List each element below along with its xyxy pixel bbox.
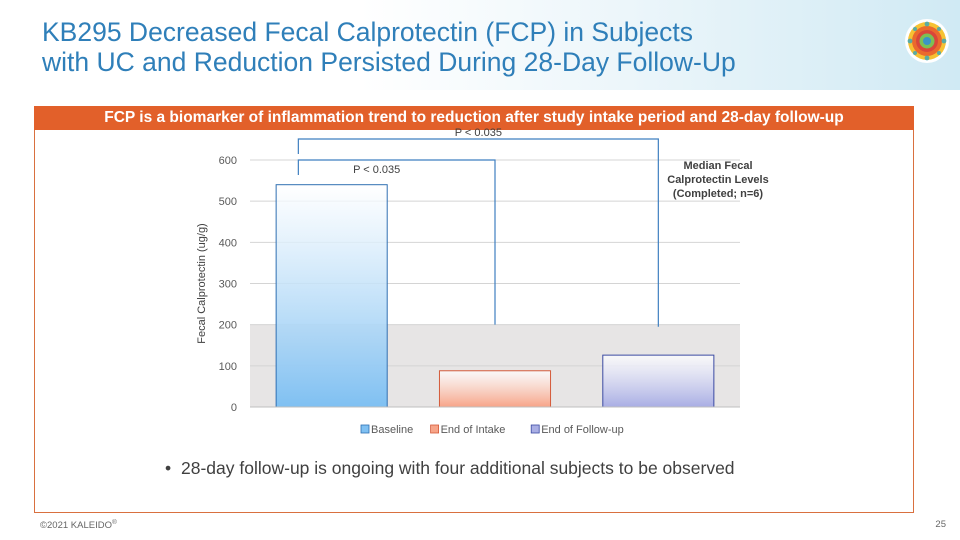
- chart-annotation-line: Median Fecal: [683, 160, 752, 172]
- significance-label-2: P < 0.035: [455, 127, 502, 139]
- bullet-text: 28-day follow-up is ongoing with four ad…: [181, 458, 735, 478]
- registered-mark: ®: [111, 519, 117, 526]
- bar-end-of-follow-up: [602, 354, 715, 408]
- legend-swatch: [360, 424, 370, 434]
- y-tick-label: 300: [219, 279, 237, 291]
- footer-copyright: ©2021 KALEIDO®: [40, 519, 117, 531]
- slide-title-line-1: KB295 Decreased Fecal Calprotectin (FCP)…: [42, 17, 694, 47]
- bar-baseline: [275, 184, 388, 408]
- significance-bracket-2: [297, 138, 659, 327]
- bar-end-of-intake: [438, 370, 552, 408]
- y-tick-label: 600: [219, 155, 237, 167]
- kaleido-mandala-icon: [905, 19, 949, 63]
- legend-label: End of Follow-up: [541, 424, 624, 436]
- significance-bracket-1: [297, 159, 496, 325]
- bullet-point: • 28-day follow-up is ongoing with four a…: [165, 456, 865, 480]
- slide-title: KB295 Decreased Fecal Calprotectin (FCP)…: [42, 17, 862, 77]
- header-background: [360, 0, 960, 90]
- y-tick-label: 0: [231, 402, 237, 414]
- y-tick-label: 100: [219, 361, 237, 373]
- y-axis-label: Fecal Calprotectin (ug/g): [196, 223, 208, 343]
- key-message-banner: FCP is a biomarker of inflammation trend…: [34, 106, 914, 130]
- legend-swatch: [430, 424, 440, 434]
- legend-label: Baseline: [371, 424, 413, 436]
- chart-annotation-line: Calprotectin Levels: [667, 174, 768, 186]
- page-number: 25: [935, 519, 946, 530]
- significance-label-1: P < 0.035: [353, 164, 400, 176]
- bullet-marker: •: [165, 458, 172, 478]
- legend-swatch: [530, 424, 540, 434]
- legend-label: End of Intake: [441, 424, 506, 436]
- slide-title-line-2: with UC and Reduction Persisted During 2…: [42, 47, 736, 77]
- copyright-text: ©2021 KALEIDO: [40, 520, 112, 532]
- chart-annotation-line: (Completed; n=6): [673, 188, 763, 200]
- y-tick-label: 500: [219, 196, 237, 208]
- y-tick-label: 400: [219, 237, 237, 249]
- y-tick-label: 200: [219, 320, 237, 332]
